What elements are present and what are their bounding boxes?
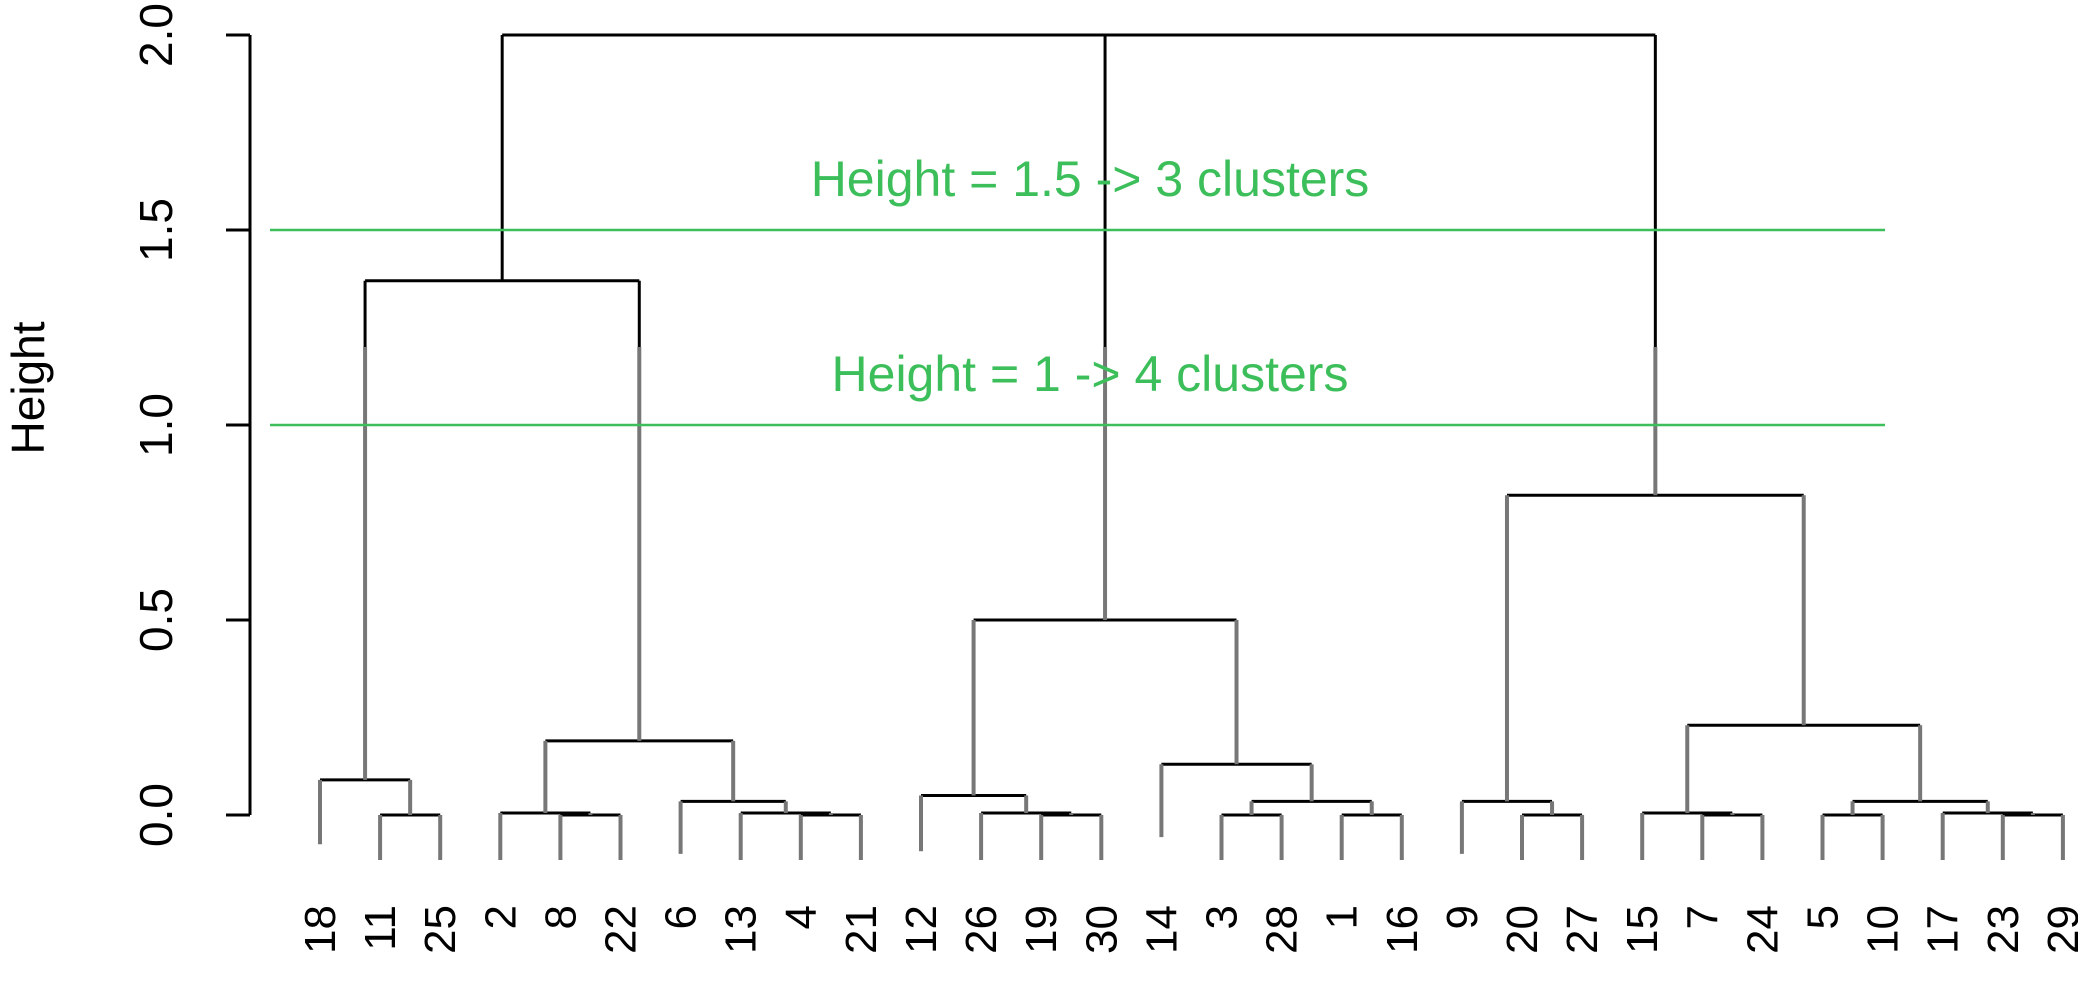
leaf-label: 10 [1859,905,1908,954]
leaf-label: 12 [897,905,946,954]
leaf-label: 16 [1378,905,1427,954]
leaf-label: 7 [1678,905,1727,929]
y-tick-label: 1.5 [130,198,182,262]
cut-line-label: Height = 1 -> 4 clusters [832,346,1349,402]
leaf-label: 27 [1558,905,1607,954]
leaf-label: 3 [1198,905,1247,929]
cut-line-label: Height = 1.5 -> 3 clusters [811,151,1370,207]
leaf-label: 15 [1618,905,1667,954]
leaf-label: 4 [777,905,826,929]
leaf-label: 9 [1438,905,1487,929]
y-tick-label: 2.0 [130,3,182,67]
leaf-label: 2 [476,905,525,929]
leaf-label: 30 [1077,905,1126,954]
y-tick-label: 0.5 [130,588,182,652]
y-axis-label: Height [2,321,54,454]
leaf-label: 26 [957,905,1006,954]
leaf-label: 19 [1017,905,1066,954]
leaf-label: 22 [597,905,646,954]
leaf-labels: 18 11 25 2 8 22 6 13 4 21 12 26 19 30 14 3 28 1 16 9 20 27 15 7… [296,905,2078,954]
leaf-label: 23 [1979,905,2028,954]
leaf-label: 1 [1318,905,1367,929]
leaf-label: 20 [1498,905,1547,954]
cut-lines: Height = 1.5 -> 3 clusters Height = 1 -> … [270,151,1885,427]
leaf-label: 14 [1137,905,1186,954]
leaf-label: 18 [296,905,345,954]
leaf-label: 13 [717,905,766,954]
y-tick-label: 1.0 [130,393,182,457]
leaf-label: 6 [657,905,706,929]
leaf-label: 21 [837,905,886,954]
leaf-label: 11 [356,905,405,951]
leaf-label: 28 [1258,905,1307,954]
leaf-label: 17 [1919,905,1968,954]
leaf-label: 24 [1738,905,1787,954]
y-axis: 0.0 0.5 1.0 1.5 2.0 [130,3,252,847]
leaf-label: 25 [416,905,465,954]
leaf-label: 29 [2039,905,2078,954]
leaf-label: 5 [1799,905,1848,929]
leaf-label: 8 [536,905,585,929]
dendrogram-tree [318,33,2065,860]
y-tick-label: 0.0 [130,783,182,847]
